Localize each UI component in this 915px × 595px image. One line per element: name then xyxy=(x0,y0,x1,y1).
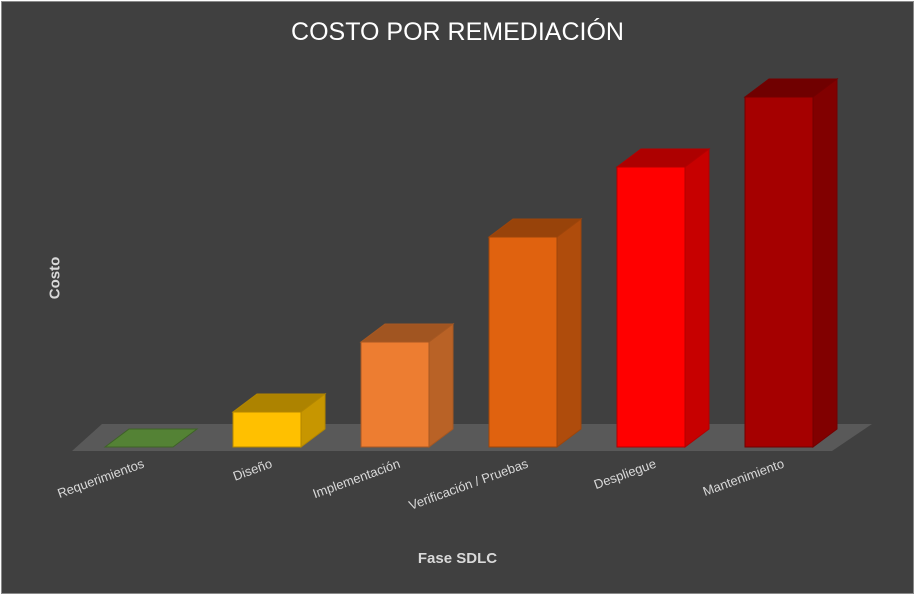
bar xyxy=(231,393,327,448)
x-tick-label: Verificación / Pruebas xyxy=(407,456,531,513)
bar-front xyxy=(616,166,686,448)
x-tick-label: Requerimientos xyxy=(55,456,146,501)
x-tick-labels: Requerimientos Diseño Implementación Verifi… xyxy=(55,456,786,513)
x-tick-label: Diseño xyxy=(231,456,274,484)
bar-front xyxy=(232,411,302,448)
bar xyxy=(743,78,839,448)
bar-side xyxy=(300,393,326,448)
bar xyxy=(359,323,455,448)
bar xyxy=(487,218,583,448)
bar-front xyxy=(488,236,558,448)
bars-group xyxy=(103,78,839,448)
x-tick-label: Implementación xyxy=(311,456,402,501)
bar-side xyxy=(556,218,582,448)
bar-top xyxy=(103,428,199,448)
x-tick-label: Mantenimiento xyxy=(701,456,786,499)
bar xyxy=(615,148,711,448)
x-axis-label: Fase SDLC xyxy=(417,550,498,567)
bar-side xyxy=(812,78,838,448)
bar-front xyxy=(744,96,814,448)
chart-title: COSTO POR REMEDIACIÓN xyxy=(291,18,624,46)
bar-front xyxy=(360,341,430,448)
bar-side xyxy=(428,323,454,448)
bar xyxy=(103,428,199,448)
bar-side xyxy=(684,148,710,448)
x-tick-label: Despliegue xyxy=(592,456,658,492)
